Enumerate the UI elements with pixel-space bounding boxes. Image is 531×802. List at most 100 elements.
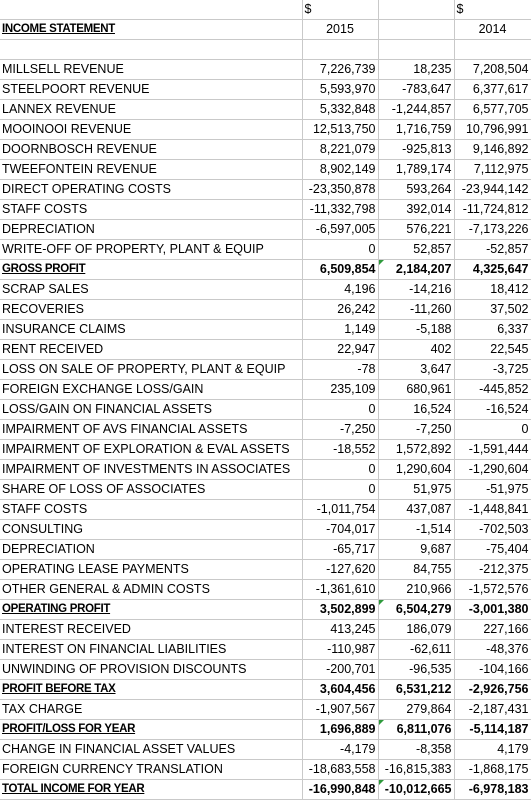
row-label[interactable]: TAX CHARGE xyxy=(0,699,303,720)
value-2015-cell[interactable]: -78 xyxy=(302,359,379,380)
change-cell[interactable]: 437,087 xyxy=(378,499,455,520)
value-2014-cell[interactable]: -52,857 xyxy=(454,239,531,260)
row-label[interactable]: STEELPOORT REVENUE xyxy=(0,79,303,100)
row-label[interactable]: LOSS ON SALE OF PROPERTY, PLANT & EQUIP xyxy=(0,359,303,380)
change-cell[interactable]: 84,755 xyxy=(378,559,455,580)
year-2014-header[interactable]: 2014 xyxy=(454,19,531,40)
value-2014-cell[interactable]: -3,725 xyxy=(454,359,531,380)
value-2014-cell[interactable]: 6,577,705 xyxy=(454,99,531,120)
value-2014-cell[interactable]: 4,325,647 xyxy=(454,259,531,280)
change-cell[interactable]: 52,857 xyxy=(378,239,455,260)
row-label[interactable]: SHARE OF LOSS OF ASSOCIATES xyxy=(0,479,303,500)
row-label[interactable]: TWEEFONTEIN REVENUE xyxy=(0,159,303,180)
row-label[interactable]: RECOVERIES xyxy=(0,299,303,320)
value-2015-cell[interactable]: -65,717 xyxy=(302,539,379,560)
row-label[interactable]: DEPRECIATION xyxy=(0,219,303,240)
change-cell[interactable]: -925,813 xyxy=(378,139,455,160)
value-2014-cell[interactable]: -212,375 xyxy=(454,559,531,580)
value-2014-cell[interactable]: 0 xyxy=(454,419,531,440)
change-cell[interactable]: -1,244,857 xyxy=(378,99,455,120)
value-2015-cell[interactable]: -18,552 xyxy=(302,439,379,460)
value-2015-cell[interactable]: 3,502,899 xyxy=(302,599,379,620)
currency-2014-cell[interactable]: $ xyxy=(454,0,531,20)
change-cell[interactable]: 9,687 xyxy=(378,539,455,560)
value-2014-cell[interactable]: 22,545 xyxy=(454,339,531,360)
row-label[interactable]: IMPAIRMENT OF EXPLORATION & EVAL ASSETS xyxy=(0,439,303,460)
change-cell[interactable]: -5,188 xyxy=(378,319,455,340)
value-2015-cell[interactable]: -16,990,848 xyxy=(302,779,379,800)
row-label[interactable]: OPERATING LEASE PAYMENTS xyxy=(0,559,303,580)
value-2015-cell[interactable]: -1,907,567 xyxy=(302,699,379,720)
value-2014-cell[interactable]: 9,146,892 xyxy=(454,139,531,160)
change-cell[interactable]: -16,815,383 xyxy=(378,759,455,780)
value-2014-cell[interactable]: -1,290,604 xyxy=(454,459,531,480)
change-cell[interactable]: 392,014 xyxy=(378,199,455,220)
change-cell[interactable]: 1,290,604 xyxy=(378,459,455,480)
row-label[interactable]: SCRAP SALES xyxy=(0,279,303,300)
value-2015-cell[interactable]: -704,017 xyxy=(302,519,379,540)
value-2015-cell[interactable]: 5,593,970 xyxy=(302,79,379,100)
cell-blank[interactable] xyxy=(378,19,455,40)
row-label[interactable]: DOORNBOSCH REVENUE xyxy=(0,139,303,160)
cell-blank[interactable] xyxy=(378,0,455,20)
cell-blank[interactable] xyxy=(0,0,303,20)
year-2015-header[interactable]: 2015 xyxy=(302,19,379,40)
value-2015-cell[interactable]: -127,620 xyxy=(302,559,379,580)
value-2014-cell[interactable]: 227,166 xyxy=(454,619,531,640)
change-cell[interactable]: -7,250 xyxy=(378,419,455,440)
value-2015-cell[interactable]: 22,947 xyxy=(302,339,379,360)
change-cell[interactable]: 6,811,076 xyxy=(378,719,455,740)
value-2014-cell[interactable]: -104,166 xyxy=(454,659,531,680)
change-cell[interactable]: 279,864 xyxy=(378,699,455,720)
row-label[interactable]: IMPAIRMENT OF AVS FINANCIAL ASSETS xyxy=(0,419,303,440)
statement-title[interactable]: INCOME STATEMENT xyxy=(0,19,303,40)
change-cell[interactable]: 680,961 xyxy=(378,379,455,400)
value-2014-cell[interactable]: -16,524 xyxy=(454,399,531,420)
value-2015-cell[interactable]: 12,513,750 xyxy=(302,119,379,140)
row-label[interactable]: MILLSELL REVENUE xyxy=(0,59,303,80)
currency-2015-cell[interactable]: $ xyxy=(302,0,379,20)
row-label[interactable]: GROSS PROFIT xyxy=(0,259,303,280)
value-2014-cell[interactable]: 7,112,975 xyxy=(454,159,531,180)
row-label[interactable]: LANNEX REVENUE xyxy=(0,99,303,120)
value-2014-cell[interactable]: -23,944,142 xyxy=(454,179,531,200)
row-label[interactable]: UNWINDING OF PROVISION DISCOUNTS xyxy=(0,659,303,680)
value-2015-cell[interactable]: 0 xyxy=(302,239,379,260)
value-2014-cell[interactable]: 37,502 xyxy=(454,299,531,320)
value-2014-cell[interactable]: -5,114,187 xyxy=(454,719,531,740)
value-2015-cell[interactable]: 26,242 xyxy=(302,299,379,320)
change-cell[interactable]: 2,184,207 xyxy=(378,259,455,280)
row-label[interactable]: DEPRECIATION xyxy=(0,539,303,560)
row-label[interactable]: FOREIGN EXCHANGE LOSS/GAIN xyxy=(0,379,303,400)
row-label[interactable]: LOSS/GAIN ON FINANCIAL ASSETS xyxy=(0,399,303,420)
value-2014-cell[interactable]: -2,187,431 xyxy=(454,699,531,720)
change-cell[interactable]: -62,611 xyxy=(378,639,455,660)
value-2015-cell[interactable]: 7,226,739 xyxy=(302,59,379,80)
value-2015-cell[interactable]: -1,361,610 xyxy=(302,579,379,600)
change-cell[interactable]: 186,079 xyxy=(378,619,455,640)
change-cell[interactable]: 18,235 xyxy=(378,59,455,80)
value-2015-cell[interactable]: -11,332,798 xyxy=(302,199,379,220)
value-2015-cell[interactable]: -18,683,558 xyxy=(302,759,379,780)
row-label[interactable]: IMPAIRMENT OF INVESTMENTS IN ASSOCIATES xyxy=(0,459,303,480)
value-2015-cell[interactable]: 235,109 xyxy=(302,379,379,400)
change-cell[interactable]: 16,524 xyxy=(378,399,455,420)
value-2014-cell[interactable]: -11,724,812 xyxy=(454,199,531,220)
change-cell[interactable]: 6,504,279 xyxy=(378,599,455,620)
value-2014-cell[interactable]: -51,975 xyxy=(454,479,531,500)
value-2015-cell[interactable]: 0 xyxy=(302,459,379,480)
row-label[interactable]: INTEREST ON FINANCIAL LIABILITIES xyxy=(0,639,303,660)
value-2015-cell[interactable]: -200,701 xyxy=(302,659,379,680)
cell-blank[interactable] xyxy=(378,39,455,60)
row-label[interactable]: FOREIGN CURRENCY TRANSLATION xyxy=(0,759,303,780)
value-2015-cell[interactable]: 4,196 xyxy=(302,279,379,300)
value-2015-cell[interactable]: 8,902,149 xyxy=(302,159,379,180)
value-2015-cell[interactable]: 8,221,079 xyxy=(302,139,379,160)
value-2014-cell[interactable]: -7,173,226 xyxy=(454,219,531,240)
value-2014-cell[interactable]: 7,208,504 xyxy=(454,59,531,80)
change-cell[interactable]: 210,966 xyxy=(378,579,455,600)
change-cell[interactable]: 1,789,174 xyxy=(378,159,455,180)
value-2015-cell[interactable]: 0 xyxy=(302,399,379,420)
value-2014-cell[interactable]: -2,926,756 xyxy=(454,679,531,700)
row-label[interactable]: DIRECT OPERATING COSTS xyxy=(0,179,303,200)
